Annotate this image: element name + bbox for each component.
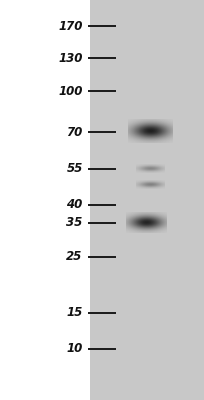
Text: 170: 170 (58, 20, 83, 32)
Text: 130: 130 (58, 52, 83, 64)
Text: 100: 100 (58, 85, 83, 98)
Text: 15: 15 (66, 306, 83, 319)
Text: 35: 35 (66, 216, 83, 229)
Text: 10: 10 (66, 342, 83, 355)
Bar (90, 0, 204, 400)
Text: 40: 40 (66, 198, 83, 211)
Text: 25: 25 (66, 250, 83, 263)
Text: 55: 55 (66, 162, 83, 175)
Text: 70: 70 (66, 126, 83, 138)
